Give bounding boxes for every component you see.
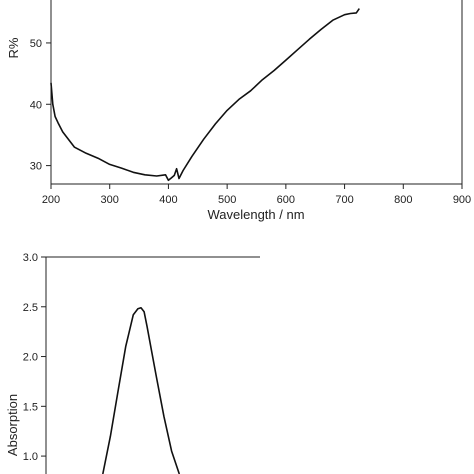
- absorption-line: [102, 306, 181, 474]
- top-y-tick-label: 30: [30, 161, 42, 173]
- top-y-tick-label: 40: [30, 99, 42, 111]
- top-x-tick-label: 800: [394, 194, 412, 206]
- top-y-axis-title: R%: [6, 37, 21, 58]
- bottom-y-tick-label: 2.5: [23, 302, 38, 314]
- top-x-tick-label: 400: [159, 194, 177, 206]
- top-x-tick-label: 500: [218, 194, 236, 206]
- top-x-axis-title: Wavelength / nm: [207, 207, 304, 222]
- reflectance-chart: 200 300 400 500 600 700 800 900 30 40 50 Waveleng…: [6, 0, 471, 222]
- reflectance-line: [50, 8, 360, 182]
- top-plot-frame: [50, 0, 463, 185]
- bottom-y-ticks: 1.0 1.5 2.0 2.5 3.0: [23, 252, 46, 463]
- top-series: [50, 8, 360, 182]
- bottom-y-tick-label: 2.0: [23, 352, 38, 364]
- bottom-y-tick-label: 1.5: [23, 401, 38, 413]
- top-y-tick-label: 50: [30, 38, 42, 50]
- top-x-tick-label: 200: [42, 194, 60, 206]
- bottom-plot-frame: [45, 256, 260, 474]
- bottom-y-tick-label: 3.0: [23, 252, 38, 264]
- top-x-ticks: 200 300 400 500 600 700 800 900: [42, 184, 471, 206]
- top-x-tick-label: 900: [453, 194, 471, 206]
- top-y-ticks: 30 40 50: [30, 38, 51, 173]
- bottom-y-tick-label: 1.0: [23, 451, 38, 463]
- top-x-tick-label: 600: [277, 194, 295, 206]
- bottom-y-axis-title: Absorption: [5, 394, 20, 456]
- top-x-tick-label: 300: [101, 194, 119, 206]
- absorption-chart: 1.0 1.5 2.0 2.5 3.0 Absorption: [5, 252, 260, 474]
- bottom-series: [102, 306, 181, 474]
- top-x-tick-label: 700: [335, 194, 353, 206]
